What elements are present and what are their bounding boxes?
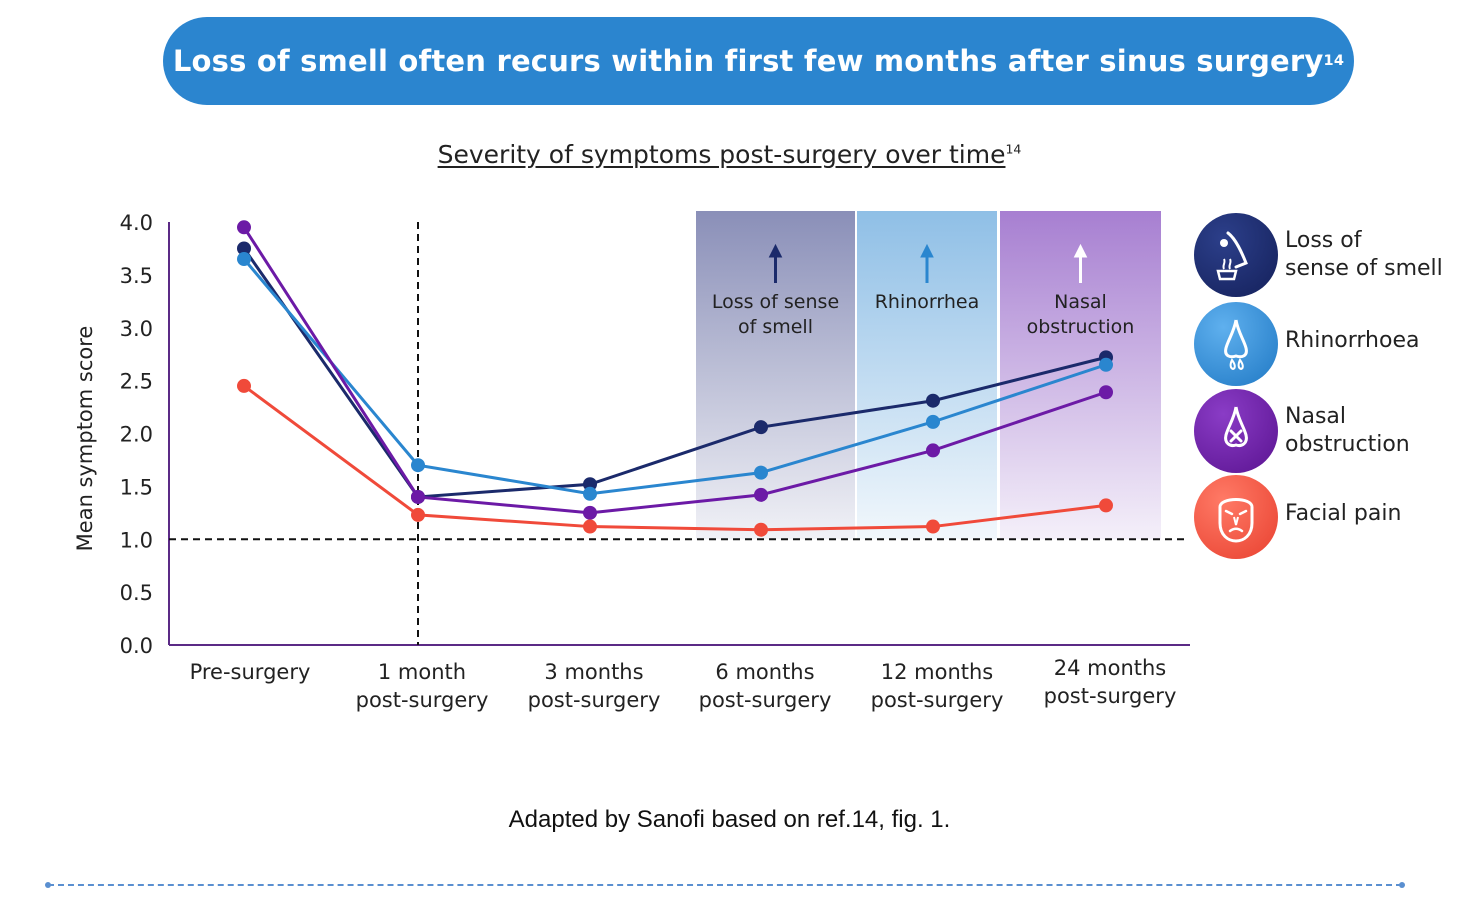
legend-item-obstruction: Nasal obstruction [1194,389,1410,473]
x-tick-label: post-surgery [1044,684,1177,708]
x-tick-label: post-surgery [871,688,1004,712]
data-point-1-0 [237,252,251,267]
data-point-2-5 [1099,385,1113,400]
y-tick-label: 4.0 [120,211,153,235]
band-arrow-icon-1 [920,243,934,258]
band-label-0-0: Loss of sense [712,291,839,313]
y-tick-label: 0.5 [120,581,153,605]
chart-subtitle: Severity of symptoms post-surgery over t… [437,140,1006,169]
facial-pain-icon [1194,475,1278,559]
title-banner: Loss of smell often recurs within first … [163,17,1354,105]
blocked-nose-icon [1194,389,1278,473]
x-tick-label: 3 months [544,660,643,684]
data-point-0-0 [237,241,251,256]
band-label-0-1: of smell [738,316,813,338]
legend-item-rhinorrhoea: Rhinorrhoea [1194,302,1419,386]
x-tick-label: post-surgery [699,688,832,712]
data-point-3-0 [237,378,251,393]
data-point-3-5 [1099,498,1113,513]
legend-label-rhinorrhoea: Rhinorrhoea [1285,328,1420,353]
x-tick-label: post-surgery [528,688,661,712]
band-label-1-0: Rhinorrhea [875,291,980,313]
series-line-3 [243,384,1107,532]
band-arrow-icon-0 [768,243,783,258]
y-tick-label: 3.0 [120,317,153,341]
x-tick-label: Pre-surgery [190,660,311,684]
data-point-1-5 [1099,357,1113,372]
data-point-2-1 [411,489,425,504]
data-point-0-3 [754,420,768,435]
y-tick-label: 2.0 [120,423,153,447]
y-axis-label: Mean symptom score [73,326,97,552]
series-line-1 [242,258,1107,496]
data-point-2-2 [583,505,597,520]
x-tick-label: post-surgery [356,688,489,712]
band-arrow-icon-2 [1073,243,1088,258]
x-tick-label: 24 months [1054,656,1167,680]
band-label-2-1: obstruction [1027,316,1135,338]
data-point-3-2 [583,519,597,534]
y-tick-label: 1.0 [120,528,153,552]
chart-title: Loss of smell often recurs within first … [172,44,1324,78]
nose-smell-icon [1194,213,1278,297]
runny-nose-icon [1194,302,1278,386]
data-point-1-2 [583,486,597,501]
legend-label-smell: Loss of sense of smell [1285,228,1443,281]
x-tick-label: 12 months [881,660,994,684]
data-point-2-4 [926,443,940,458]
data-point-2-3 [754,487,768,502]
data-point-2-0 [237,220,251,235]
data-point-3-4 [926,519,940,534]
y-tick-label: 1.5 [120,475,153,499]
y-tick-label: 3.5 [120,264,153,288]
data-point-1-4 [926,414,940,429]
legend-label-facial-pain: Facial pain [1285,501,1402,526]
series-line-2 [242,226,1107,515]
x-tick-label: 1 month [378,660,466,684]
legend-item-smell: Loss of sense of smell [1194,213,1443,297]
legend-label-obstruction: Nasal obstruction [1285,404,1410,457]
legend-item-facial-pain: Facial pain [1194,475,1401,559]
y-tick-label: 0.0 [120,634,153,658]
series-line-0 [242,247,1107,499]
band-label-2-0: Nasal [1054,291,1107,313]
chart-subtitle-container: Severity of symptoms post-surgery over t… [0,140,1459,169]
divider-line [45,882,1405,888]
y-tick-label: 2.5 [120,370,153,394]
x-tick-label: 6 months [715,660,814,684]
data-point-1-1 [411,458,425,473]
data-point-3-1 [411,507,425,522]
subtitle-reference: 14 [1005,141,1022,157]
data-point-0-4 [926,393,940,408]
source-note: Adapted by Sanofi based on ref.14, fig. … [508,806,951,833]
data-point-3-3 [754,522,768,537]
data-point-1-3 [754,465,768,480]
